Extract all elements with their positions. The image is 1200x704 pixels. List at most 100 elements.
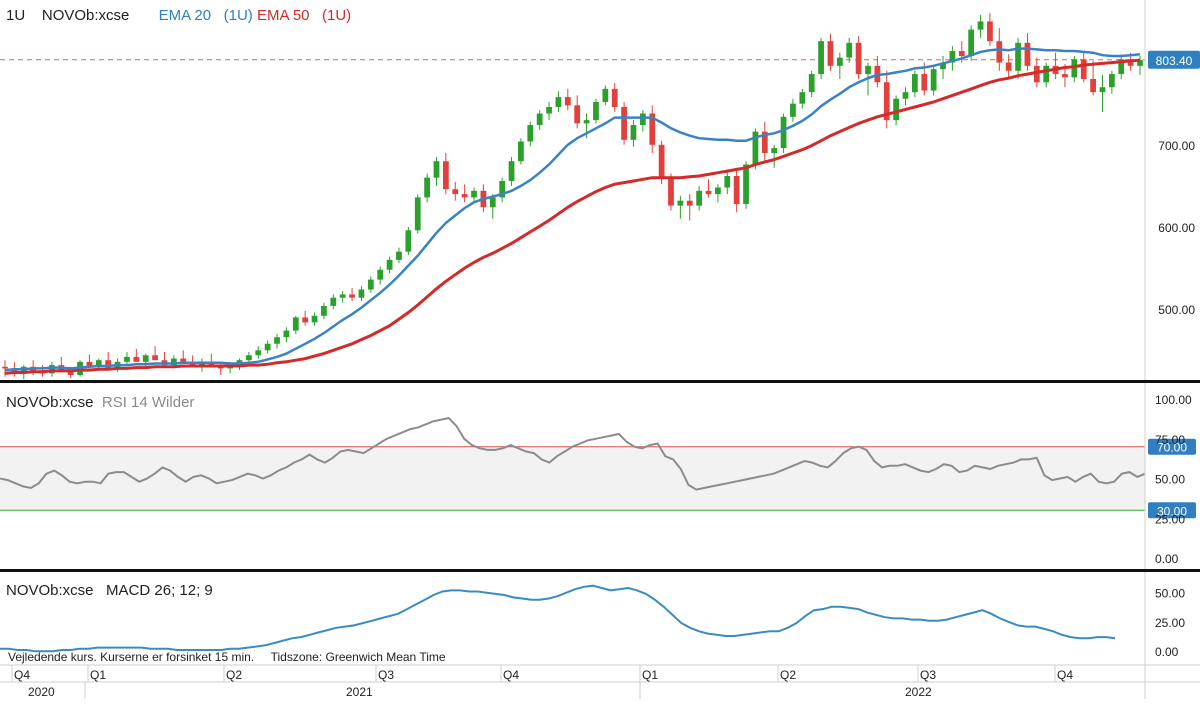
- candle-body: [1071, 59, 1078, 78]
- candle-body: [405, 230, 412, 252]
- quarter-tick-label: Q4: [14, 668, 30, 682]
- candle-body: [133, 356, 140, 362]
- candle-body: [1137, 60, 1143, 66]
- price-tick-label: 500.00: [1158, 303, 1195, 317]
- candle-body: [1015, 42, 1021, 71]
- candle-body: [283, 330, 290, 338]
- candle-body: [255, 350, 262, 356]
- candle-body: [546, 106, 552, 114]
- candle-body: [593, 102, 599, 121]
- candle-body: [180, 358, 187, 362]
- candle-body: [2, 366, 8, 369]
- rsi-lower-badge: [1148, 502, 1196, 519]
- year-tick-label: 2022: [905, 685, 932, 699]
- price-tick-label: 600.00: [1158, 221, 1195, 235]
- candle-body: [349, 294, 355, 298]
- rsi-upper-badge-label: 70.00: [1157, 441, 1187, 455]
- rsi-tick-label: 50.00: [1155, 473, 1185, 487]
- rsi-indicator-label[interactable]: RSI 14 Wilder: [101, 394, 195, 411]
- candle-body: [339, 294, 346, 298]
- candle-body: [846, 42, 853, 58]
- candle-body: [639, 113, 646, 126]
- candle-body: [949, 51, 956, 63]
- candle-body: [1043, 65, 1050, 83]
- last-price-badge: [1148, 50, 1200, 69]
- candle-body: [621, 106, 627, 140]
- candle-body: [86, 361, 93, 367]
- candle-body: [1099, 87, 1106, 93]
- candle-body: [274, 337, 280, 344]
- main-panel[interactable]: 803.40: [0, 13, 1200, 380]
- candle-body: [1062, 74, 1068, 78]
- candle-body: [771, 148, 778, 153]
- candle-body: [170, 358, 177, 366]
- ema20-legend-timeframe: (1U): [223, 7, 253, 24]
- macd-panel-header: NOVOb:xcse MACD 26; 12; 9: [6, 582, 213, 599]
- price-tick-label: 700.00: [1158, 139, 1195, 153]
- symbol-label[interactable]: NOVOb:xcse: [41, 7, 130, 24]
- macd-panel[interactable]: [0, 584, 1116, 653]
- timeframe-label[interactable]: 1U: [6, 7, 26, 24]
- candle-body: [461, 194, 468, 198]
- candle-body: [865, 65, 871, 75]
- candle-body: [124, 356, 130, 362]
- ema20-legend-label[interactable]: EMA 20: [158, 7, 212, 24]
- macd-line: [0, 584, 1116, 653]
- ema50-line: [4, 58, 1141, 375]
- candle-body: [921, 74, 928, 91]
- candle-body: [95, 360, 102, 367]
- candle-body: [668, 177, 674, 206]
- macd-indicator-label[interactable]: MACD 26; 12; 9: [106, 582, 213, 599]
- rsi-line: [0, 417, 1146, 491]
- candle-body: [142, 355, 149, 362]
- candle-body: [724, 176, 731, 188]
- candle-body: [715, 187, 721, 195]
- candle-body: [930, 69, 937, 91]
- candle-body: [433, 161, 440, 178]
- candle-body: [733, 176, 740, 204]
- candle-body: [442, 161, 449, 190]
- candle-body: [1005, 62, 1012, 71]
- ema50-legend-label[interactable]: EMA 50: [256, 7, 310, 24]
- candle-body: [471, 190, 477, 198]
- quarter-tick-label: Q2: [780, 668, 796, 682]
- candle-body: [49, 365, 55, 374]
- panel-divider: [0, 380, 1200, 383]
- candle-body: [686, 200, 693, 206]
- rsi-band: [0, 446, 1145, 511]
- candle-body: [977, 21, 984, 30]
- quarter-tick-label: Q2: [226, 668, 242, 682]
- last-price-badge-label: 803.40: [1156, 54, 1193, 68]
- candle-body: [574, 105, 581, 124]
- candle-body: [536, 113, 543, 126]
- candle-body: [958, 51, 965, 56]
- candle-body: [264, 343, 271, 351]
- candle-body: [311, 315, 318, 323]
- candle-body: [555, 97, 562, 107]
- candle-body: [696, 190, 703, 206]
- candle-body: [564, 97, 571, 106]
- delay-note: Vejledende kurs. Kurserne er forsinket 1…: [8, 650, 255, 664]
- candle-body: [489, 197, 496, 208]
- candle-body: [968, 29, 975, 56]
- quarter-tick-label: Q4: [1057, 668, 1073, 682]
- quarter-tick-label: Q3: [920, 668, 936, 682]
- candle-body: [67, 370, 74, 375]
- candle-body: [367, 279, 374, 290]
- candle-body: [527, 125, 534, 142]
- timezone-note: Tidszone: Greenwich Mean Time: [270, 650, 446, 664]
- rsi-panel[interactable]: 70.00 30.00: [0, 417, 1196, 519]
- macd-tick-label: 50.00: [1155, 587, 1185, 601]
- candle-body: [217, 366, 224, 369]
- candle-body: [996, 41, 1003, 63]
- candle-body: [452, 189, 459, 195]
- rsi-tick-label: 100.00: [1155, 393, 1192, 407]
- candle-body: [330, 297, 337, 306]
- footer-note: Vejledende kurs. Kurserne er forsinket 1…: [8, 650, 446, 664]
- rsi-tick-label: 25.00: [1155, 512, 1185, 526]
- candle-body: [583, 120, 590, 124]
- candle-body: [743, 164, 749, 204]
- candle-body: [377, 269, 384, 280]
